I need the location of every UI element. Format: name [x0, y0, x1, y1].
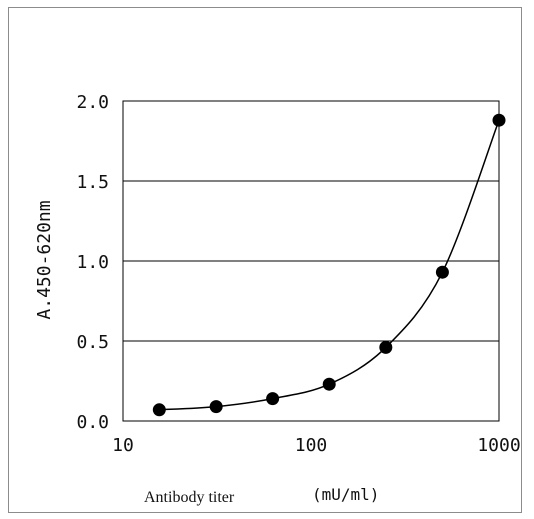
- x-axis-unit: (mU/ml): [312, 485, 379, 504]
- x-axis-label: Antibody titer: [144, 489, 235, 506]
- series-points: [152, 113, 506, 417]
- y-axis-ticks: 2.0 1.5 1.0 0.5 0.0: [76, 92, 109, 433]
- x-tick-label: 100: [295, 435, 328, 456]
- data-point: [209, 400, 223, 414]
- y-tick-label: 0.5: [76, 332, 109, 353]
- data-point: [492, 113, 506, 127]
- series-line: [159, 119, 500, 411]
- data-point: [379, 340, 393, 354]
- data-point: [322, 377, 336, 391]
- y-tick-label: 0.0: [76, 412, 109, 433]
- y-tick-label: 1.5: [76, 172, 109, 193]
- plot-area: [122, 100, 500, 422]
- data-point: [152, 403, 166, 417]
- y-axis-label: A.450-620nm: [34, 200, 55, 319]
- chart: 2.0 1.5 1.0 0.5 0.0 10 100 1000 A.450-620nm An…: [34, 92, 521, 506]
- y-tick-label: 2.0: [76, 92, 109, 113]
- chart-frame: 2.0 1.5 1.0 0.5 0.0 10 100 1000 A.450-620nm An…: [8, 7, 522, 513]
- y-tick-label: 1.0: [76, 252, 109, 273]
- x-tick-label: 1000: [477, 435, 520, 456]
- x-axis-ticks: 10 100 1000: [112, 435, 521, 456]
- x-tick-label: 10: [112, 435, 134, 456]
- data-point: [435, 265, 449, 279]
- grid-lines: [123, 180, 499, 342]
- data-point: [266, 392, 280, 406]
